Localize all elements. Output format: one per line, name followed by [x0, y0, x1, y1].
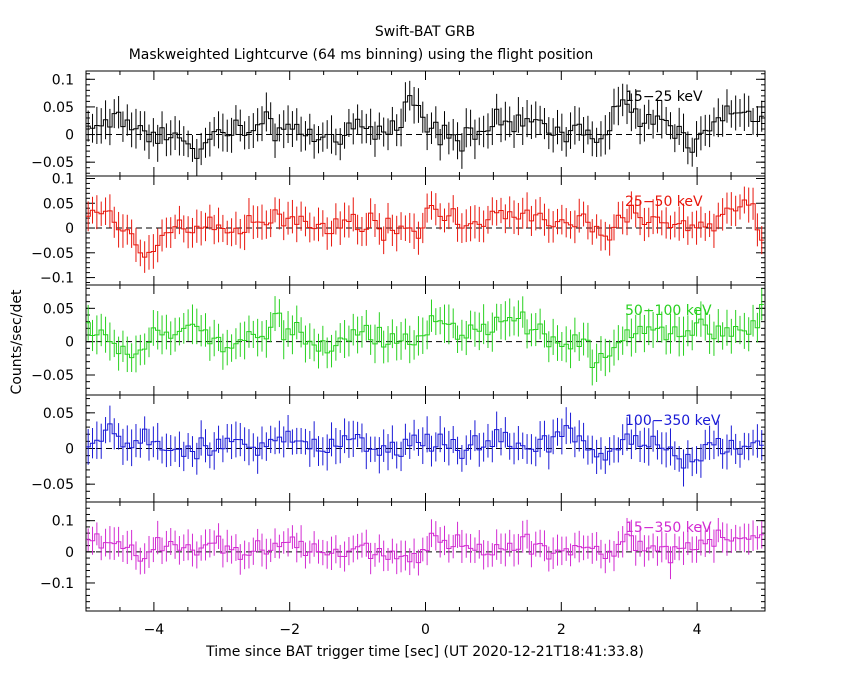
panel-1: 0.1 0.05 0 −0.05 15−25 keV: [31, 70, 766, 177]
chart-title: Swift-BAT GRB: [375, 24, 475, 40]
panel-5: 0.1 0 −0.1 15−350 keV: [40, 501, 766, 612]
y-tick-label: 0: [65, 442, 74, 458]
y-tick-label: 0.1: [52, 514, 74, 530]
y-tick-label: 0.05: [43, 196, 74, 212]
y-axis-label: Counts/sec/det: [9, 289, 25, 394]
y-tick-label: 0.05: [43, 301, 74, 317]
y-tick-label: 0: [65, 128, 74, 144]
x-axis-label: Time since BAT trigger time [sec] (UT 20…: [205, 644, 644, 660]
y-tick-label: 0: [65, 545, 74, 561]
x-tick-label: 0: [421, 622, 430, 638]
series-1: [86, 80, 764, 176]
x-tick-label: 4: [693, 622, 702, 638]
series-3: [86, 288, 764, 386]
series-4: [86, 405, 764, 487]
step-line: [86, 529, 764, 564]
step-line: [86, 95, 764, 159]
panel-2: 0.1 0.05 0 −0.05 −0.1 25−50 keV: [31, 171, 766, 287]
y-tick-label: −0.1: [40, 576, 74, 592]
y-tick-label: 0: [65, 335, 74, 351]
step-line: [86, 199, 764, 258]
step-line: [86, 304, 764, 368]
band-label: 15−25 keV: [625, 89, 703, 105]
band-label: 50−100 keV: [625, 303, 712, 319]
band-label: 100−350 keV: [625, 413, 721, 429]
y-tick-label: 0.1: [52, 171, 74, 187]
panel-3: 0.05 0 −0.05 50−100 keV: [31, 284, 766, 396]
x-tick-labels: −4 −2 0 2 4: [144, 622, 702, 638]
y-tick-label: −0.1: [40, 271, 74, 287]
step-line: [86, 423, 764, 469]
series-5: [86, 517, 764, 580]
band-label: 15−350 keV: [625, 520, 712, 536]
y-tick-label: −0.05: [31, 155, 74, 171]
y-tick-label: 0.05: [43, 100, 74, 116]
x-tick-label: 2: [557, 622, 566, 638]
y-tick-label: 0: [65, 221, 74, 237]
panel-4: 0.05 0 −0.05 100−350 keV: [31, 394, 766, 503]
x-tick-label: −4: [144, 622, 165, 638]
panels-group: 0.1 0.05 0 −0.05 15−25 keV 0.1 0.05 0 −0.05 −0.1 2…: [31, 70, 766, 638]
y-tick-label: 0.1: [52, 72, 74, 88]
band-label: 25−50 keV: [625, 194, 703, 210]
chart-subtitle: Maskweighted Lightcurve (64 ms binning) …: [129, 47, 594, 63]
x-tick-label: −2: [279, 622, 300, 638]
y-tick-label: 0.05: [43, 406, 74, 422]
series-2: [86, 186, 764, 273]
y-tick-label: −0.05: [31, 368, 74, 384]
y-tick-label: −0.05: [31, 477, 74, 493]
y-tick-label: −0.05: [31, 246, 74, 262]
